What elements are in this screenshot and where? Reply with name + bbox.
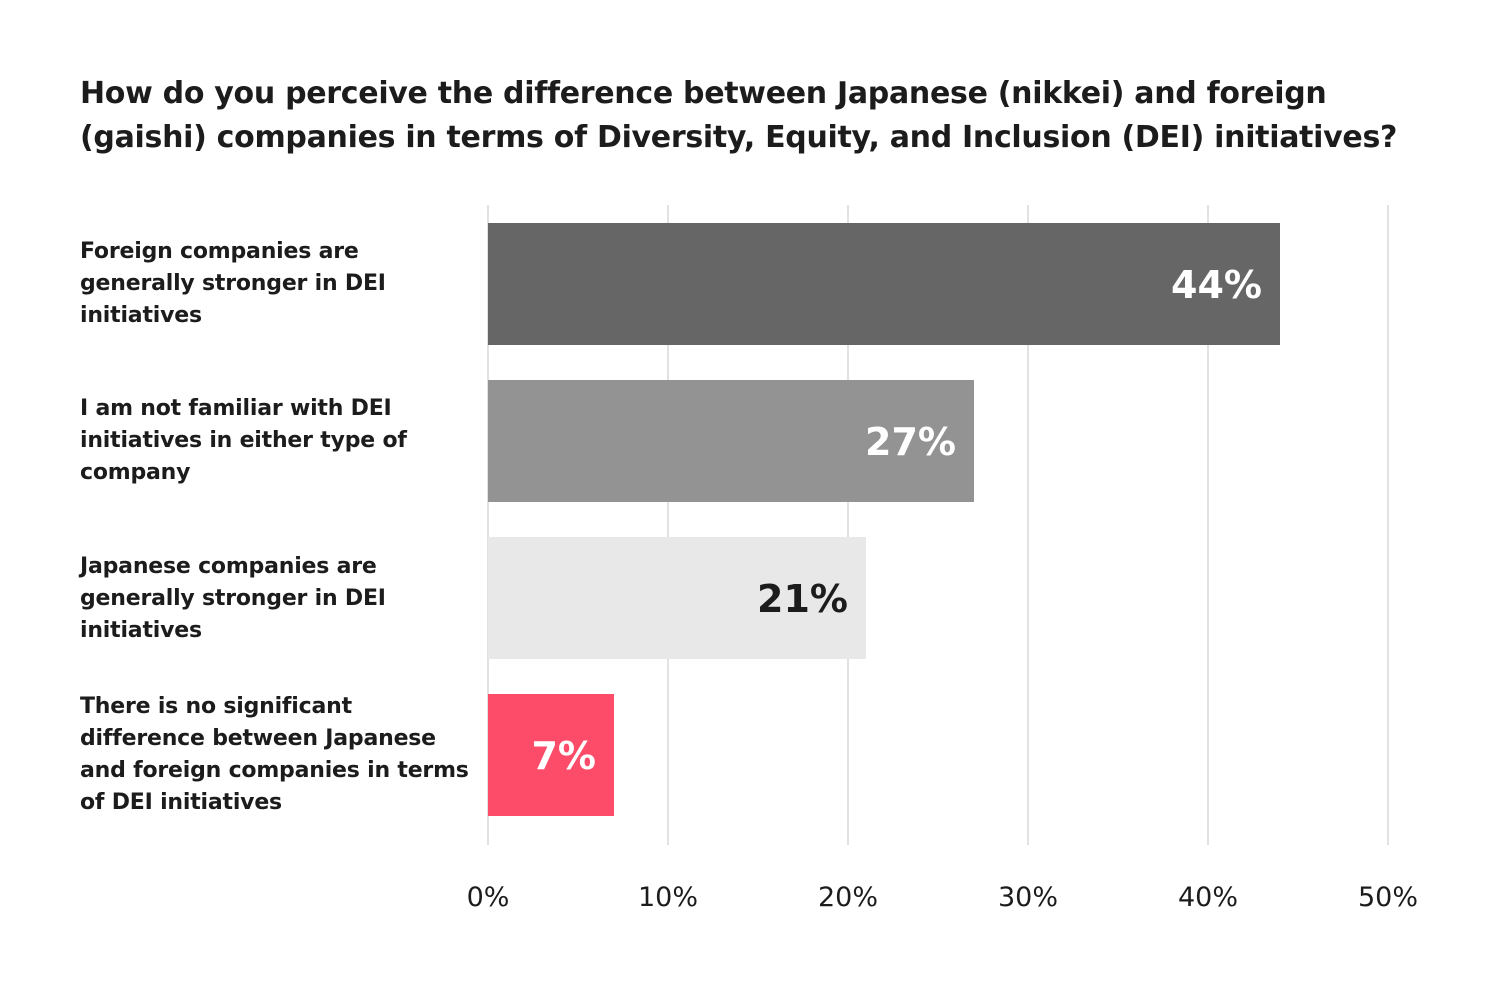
x-axis-tick-labels: 0% 10% 20% 30% 40% 50% bbox=[467, 882, 1418, 913]
bar-value-label: 21% bbox=[757, 577, 848, 621]
category-label-no-difference: There is no significant difference betwe… bbox=[80, 694, 469, 815]
bar-value-label: 7% bbox=[531, 734, 596, 778]
category-label-foreign-stronger: Foreign companies are generally stronger… bbox=[80, 239, 386, 328]
chart-title: How do you perceive the difference betwe… bbox=[80, 76, 1398, 155]
x-tick-label: 20% bbox=[818, 882, 878, 913]
category-label-japanese-stronger: Japanese companies are generally stronge… bbox=[80, 554, 386, 643]
x-tick-label: 50% bbox=[1358, 882, 1418, 913]
bar-value-labels: 44% 27% 21% 7% bbox=[531, 263, 1262, 778]
x-tick-label: 40% bbox=[1178, 882, 1238, 913]
bar-3 bbox=[488, 694, 614, 816]
bar-0 bbox=[488, 223, 1280, 345]
bar-2 bbox=[488, 537, 866, 659]
bar-1 bbox=[488, 380, 974, 502]
x-tick-label: 0% bbox=[467, 882, 510, 913]
x-tick-label: 30% bbox=[998, 882, 1058, 913]
bars bbox=[488, 223, 1280, 816]
category-label-not-familiar: I am not familiar with DEI initiatives i… bbox=[80, 396, 407, 485]
bar-value-label: 27% bbox=[865, 420, 956, 464]
bar-value-label: 44% bbox=[1171, 263, 1262, 307]
x-tick-label: 10% bbox=[638, 882, 698, 913]
